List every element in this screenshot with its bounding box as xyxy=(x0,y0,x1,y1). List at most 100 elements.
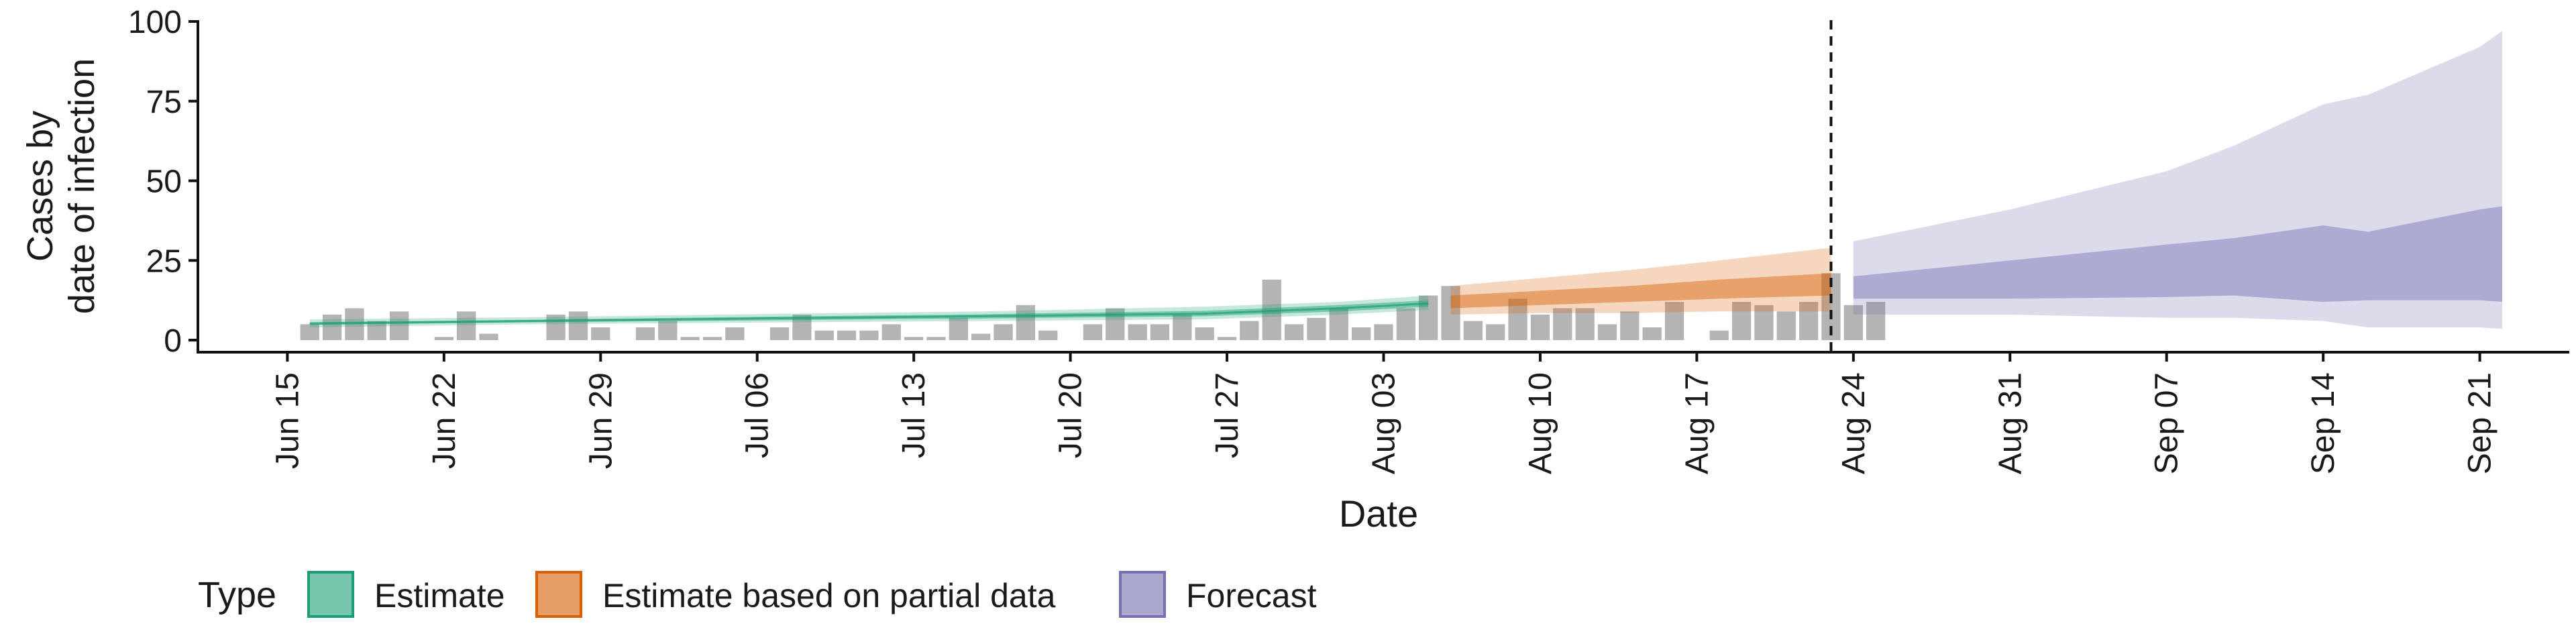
case-bar xyxy=(837,330,857,341)
case-bar xyxy=(1374,324,1393,341)
legend-label-forecast: Forecast xyxy=(1186,577,1317,614)
case-bar xyxy=(367,321,386,340)
case-bar xyxy=(457,311,476,341)
case-bar xyxy=(1553,308,1572,340)
case-bar xyxy=(1284,324,1304,341)
case-bar xyxy=(1352,327,1371,340)
case-bar xyxy=(1843,305,1863,341)
case-bar xyxy=(1776,311,1796,341)
case-bar xyxy=(814,330,834,341)
y-axis-label-line-1: Cases by xyxy=(20,111,60,262)
case-bar xyxy=(1016,305,1035,341)
case-bar xyxy=(1709,330,1729,341)
case-bar xyxy=(1441,286,1460,341)
x-tick-label: Jul 06 xyxy=(740,372,775,458)
case-bar xyxy=(1620,311,1640,341)
case-bar xyxy=(904,337,924,341)
x-tick-label: Sep 07 xyxy=(2149,372,2185,474)
x-tick-label: Jun 22 xyxy=(427,372,462,469)
case-bar xyxy=(300,324,319,341)
y-tick-label: 50 xyxy=(146,164,182,200)
case-bar xyxy=(345,308,364,340)
legend-key-estimate-based-on-partial-data xyxy=(535,571,582,618)
case-bar xyxy=(434,337,453,341)
case-bar xyxy=(1799,302,1819,340)
case-bar xyxy=(971,333,991,340)
x-tick-label: Jun 29 xyxy=(583,372,619,469)
y-tick-label: 75 xyxy=(146,85,182,120)
x-tick-label: Jul 27 xyxy=(1210,372,1245,458)
case-bar xyxy=(1217,337,1237,341)
y-tick-label: 100 xyxy=(128,5,182,40)
case-bar xyxy=(546,315,566,340)
case-bar xyxy=(1754,305,1774,341)
case-bar xyxy=(1664,302,1684,340)
x-tick-label: Aug 10 xyxy=(1523,372,1558,474)
x-tick-label: Jul 13 xyxy=(896,372,932,458)
axes-layer: 0 25 50 75 100 Jun 15 Jun 22 Jun 29 Jul 06 Jul 13… xyxy=(128,5,2569,474)
x-tick-label: Aug 24 xyxy=(1836,372,1872,474)
y-axis-label-line-2: date of infection xyxy=(62,58,102,314)
forecast-ribbon-50 xyxy=(1853,206,2502,302)
case-bar xyxy=(680,337,700,341)
case-bar xyxy=(1575,308,1595,340)
estimate-based-on-partial-data-ribbon-90 xyxy=(1450,248,1831,315)
x-axis-label: Date xyxy=(1339,492,1418,535)
legend-key-forecast xyxy=(1119,571,1166,618)
legend: Type Estimate Estimate based on partial da… xyxy=(198,571,1317,618)
case-bar xyxy=(1150,324,1170,341)
case-bar xyxy=(591,327,610,340)
case-bar xyxy=(1866,302,1886,340)
x-tick-label: Jun 15 xyxy=(270,372,305,469)
case-bar xyxy=(1173,315,1192,340)
legend-key-estimate xyxy=(307,571,354,618)
case-bar xyxy=(1329,308,1348,340)
case-bar xyxy=(1642,327,1662,340)
x-tick-label: Sep 21 xyxy=(2463,372,2498,474)
ribbons-layer xyxy=(309,31,2502,329)
case-bar xyxy=(1463,321,1483,340)
x-tick-label: Aug 03 xyxy=(1366,372,1402,474)
y-tick-label: 0 xyxy=(164,323,182,359)
legend-label-estimate-based-on-partial-data: Estimate based on partial data xyxy=(602,577,1056,614)
case-bar xyxy=(1731,302,1752,340)
case-bar xyxy=(926,337,946,341)
bars-layer xyxy=(300,273,1886,341)
case-bar xyxy=(1128,324,1147,341)
case-bar xyxy=(1038,330,1058,341)
case-bar xyxy=(859,330,879,341)
legend-title: Type xyxy=(198,575,276,615)
case-bar xyxy=(994,324,1013,341)
case-bar xyxy=(1597,324,1617,341)
case-bar xyxy=(769,327,790,340)
x-tick-label: Aug 17 xyxy=(1679,372,1715,474)
case-bar xyxy=(658,321,678,340)
legend-label-estimate: Estimate xyxy=(374,577,505,614)
case-bar xyxy=(1240,321,1259,340)
case-bar xyxy=(479,333,498,340)
case-bar xyxy=(1106,308,1125,340)
case-bar xyxy=(949,317,968,341)
y-tick-label: 25 xyxy=(146,244,182,279)
estimate-median-line xyxy=(309,302,1429,325)
case-bar xyxy=(390,311,409,341)
case-bar xyxy=(635,327,655,340)
case-bar xyxy=(1195,327,1214,340)
case-bar xyxy=(322,315,342,340)
case-bar xyxy=(725,327,745,340)
x-tick-label: Jul 20 xyxy=(1053,372,1089,458)
case-bar xyxy=(1508,299,1527,341)
case-bar xyxy=(568,311,588,341)
case-bar xyxy=(1307,317,1326,341)
x-tick-label: Sep 14 xyxy=(2306,372,2341,474)
case-bar xyxy=(881,324,901,341)
case-bar xyxy=(702,337,722,341)
x-tick-label: Aug 31 xyxy=(1992,372,2028,474)
estimate-based-on-partial-data-ribbon-50 xyxy=(1450,273,1831,309)
case-bar xyxy=(1530,315,1550,340)
case-bar xyxy=(1083,324,1103,341)
case-bar xyxy=(1486,324,1505,341)
forecast-ribbon-90 xyxy=(1853,31,2502,329)
case-bar xyxy=(1396,308,1415,340)
